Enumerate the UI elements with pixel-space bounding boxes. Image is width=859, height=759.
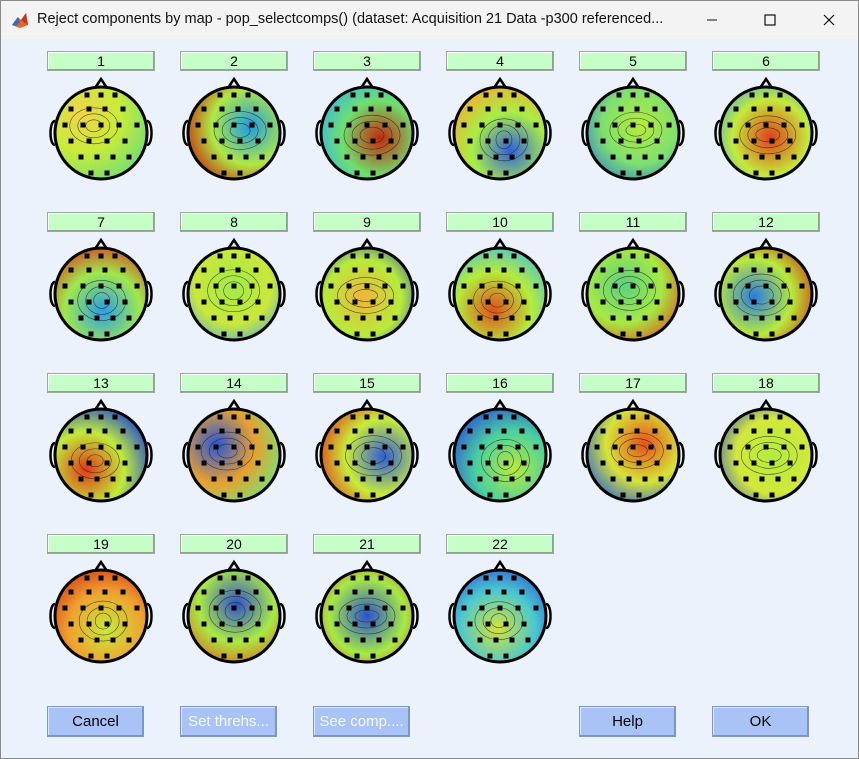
component-button-22[interactable]: 22 [446,534,554,554]
scalp-map-10[interactable] [446,237,554,348]
scalp-map-16[interactable] [446,398,554,509]
close-button[interactable] [800,1,858,39]
component-button-8[interactable]: 8 [180,212,288,232]
scalp-map-11[interactable] [579,237,687,348]
minimize-button[interactable] [683,1,741,39]
component-button-13[interactable]: 13 [47,373,155,393]
scalp-map-1[interactable] [47,76,155,187]
scalp-map-19[interactable] [47,559,155,670]
component-button-1[interactable]: 1 [47,51,155,71]
set-threshold-button: Set threhs... [180,706,277,737]
component-button-11[interactable]: 11 [579,212,687,232]
scalp-map-15[interactable] [313,398,421,509]
component-button-15[interactable]: 15 [313,373,421,393]
scalp-map-14[interactable] [180,398,288,509]
ok-button[interactable]: OK [712,706,809,737]
window-title: Reject components by map - pop_selectcom… [37,11,664,27]
minimize-icon [707,19,717,21]
title-bar: Reject components by map - pop_selectcom… [1,1,858,39]
scalp-map-8[interactable] [180,237,288,348]
scalp-map-22[interactable] [446,559,554,670]
scalp-map-2[interactable] [180,76,288,187]
component-button-17[interactable]: 17 [579,373,687,393]
scalp-map-6[interactable] [712,76,820,187]
component-button-14[interactable]: 14 [180,373,288,393]
scalp-map-21[interactable] [313,559,421,670]
scalp-map-5[interactable] [579,76,687,187]
scalp-map-7[interactable] [47,237,155,348]
scalp-map-9[interactable] [313,237,421,348]
scalp-map-3[interactable] [313,76,421,187]
scalp-map-18[interactable] [712,398,820,509]
component-button-16[interactable]: 16 [446,373,554,393]
component-button-7[interactable]: 7 [47,212,155,232]
cancel-button[interactable]: Cancel [47,706,144,737]
scalp-map-20[interactable] [180,559,288,670]
component-button-19[interactable]: 19 [47,534,155,554]
component-button-10[interactable]: 10 [446,212,554,232]
scalp-map-12[interactable] [712,237,820,348]
component-button-9[interactable]: 9 [313,212,421,232]
component-button-21[interactable]: 21 [313,534,421,554]
component-button-3[interactable]: 3 [313,51,421,71]
scalp-map-4[interactable] [446,76,554,187]
maximize-icon [764,14,776,26]
see-comp-button: See comp.... [313,706,410,737]
component-button-5[interactable]: 5 [579,51,687,71]
component-button-20[interactable]: 20 [180,534,288,554]
component-button-4[interactable]: 4 [446,51,554,71]
matlab-app-icon [12,13,28,28]
help-button[interactable]: Help [579,706,676,737]
component-button-6[interactable]: 6 [712,51,820,71]
component-button-2[interactable]: 2 [180,51,288,71]
scalp-map-17[interactable] [579,398,687,509]
maximize-button[interactable] [741,1,799,39]
component-grid: Cancel Set threhs... See comp.... Help O… [1,39,858,758]
component-button-18[interactable]: 18 [712,373,820,393]
close-icon [823,14,835,26]
scalp-map-13[interactable] [47,398,155,509]
component-button-12[interactable]: 12 [712,212,820,232]
